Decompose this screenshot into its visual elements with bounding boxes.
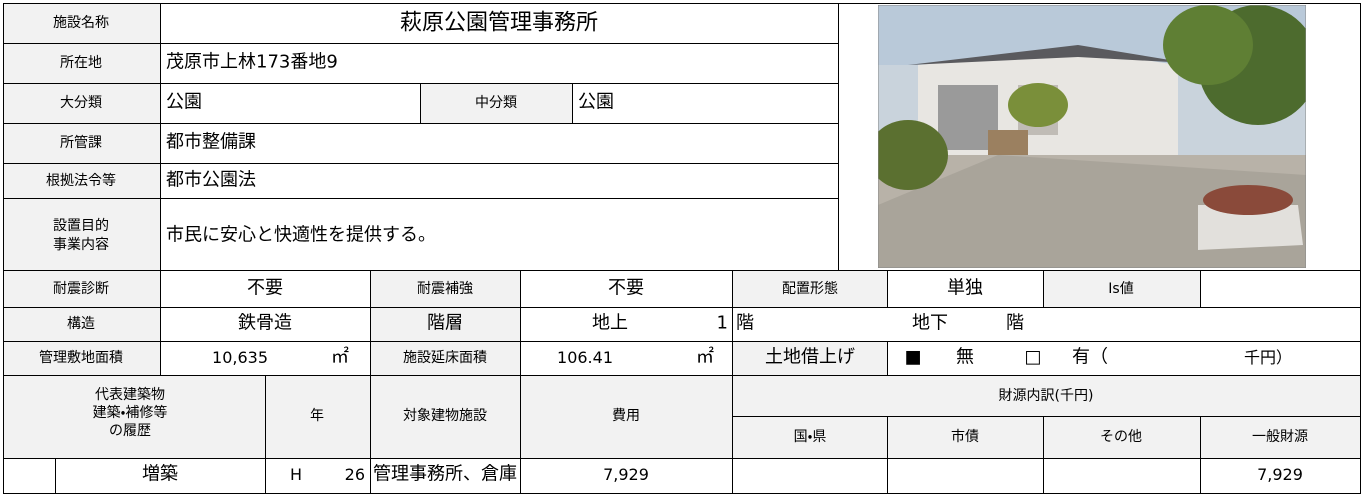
cell-text: 耐震診断 bbox=[53, 280, 109, 297]
cell-text: 構造 bbox=[67, 315, 95, 332]
cell-text: 鉄骨造 bbox=[238, 312, 292, 334]
cell bbox=[3, 3, 161, 44]
cell bbox=[55, 458, 266, 494]
cell-text: □ bbox=[1024, 346, 1042, 368]
cell-text: 財源内訳(千円) bbox=[998, 387, 1094, 404]
cell-text: 公園 bbox=[578, 91, 614, 113]
cell bbox=[1043, 458, 1201, 494]
cell-text: 1 bbox=[716, 312, 728, 334]
cell-text: 代表建築物 bbox=[95, 386, 165, 403]
cell-text: 対象建物施設 bbox=[403, 407, 487, 424]
cell bbox=[370, 270, 521, 308]
cell-text: 年 bbox=[310, 407, 324, 424]
facility-photo bbox=[878, 5, 1306, 268]
cell-text: 106.41 bbox=[557, 347, 613, 367]
cell-text: 配置形態 bbox=[782, 280, 838, 297]
cell-text: 千円） bbox=[1243, 347, 1293, 367]
cell-text: 7,929 bbox=[1257, 464, 1303, 484]
cell-text: の履歴 bbox=[109, 422, 151, 439]
cell-text: 中分類 bbox=[475, 94, 517, 111]
cell-text: 都市公園法 bbox=[166, 169, 256, 191]
cell-text: 有（ bbox=[1072, 346, 1108, 368]
cell bbox=[160, 3, 839, 44]
cell-text: 一般財源 bbox=[1252, 428, 1308, 445]
cell-text: 耐震補強 bbox=[417, 280, 473, 297]
cell-text: 管理敷地面積 bbox=[39, 349, 123, 366]
cell bbox=[732, 375, 1361, 417]
cell bbox=[370, 458, 521, 494]
cell-text: 都市整備課 bbox=[166, 131, 256, 153]
cell-text: 管理事務所、倉庫 bbox=[373, 463, 517, 485]
cell bbox=[265, 458, 371, 494]
cell-text: 増築 bbox=[142, 463, 178, 485]
cell bbox=[887, 270, 1044, 308]
cell-text: ■ bbox=[904, 346, 922, 368]
cell-text: 市民に安心と快適性を提供する。 bbox=[166, 224, 436, 246]
cell-text: 所在地 bbox=[60, 54, 102, 71]
cell-text: 不要 bbox=[608, 277, 644, 299]
cell bbox=[732, 341, 888, 376]
cell bbox=[160, 163, 839, 199]
cell bbox=[887, 341, 1361, 376]
cell bbox=[420, 83, 573, 124]
cell-text: その他 bbox=[1100, 428, 1142, 445]
cell bbox=[3, 270, 161, 308]
cell bbox=[160, 123, 839, 164]
cell-text: 萩原公園管理事務所 bbox=[399, 10, 599, 36]
cell bbox=[160, 83, 421, 124]
cell bbox=[572, 83, 839, 124]
cell-text: 大分類 bbox=[60, 94, 102, 111]
cell-text: 土地借上げ bbox=[765, 346, 855, 368]
cell-text: 階 bbox=[736, 312, 754, 334]
cell-text: 7,929 bbox=[603, 464, 649, 484]
cell-text: 設置目的 bbox=[53, 217, 109, 234]
cell-text: 施設延床面積 bbox=[403, 349, 487, 366]
cell-text: 階層 bbox=[427, 312, 463, 334]
cell bbox=[887, 458, 1044, 494]
cell-text: 無 bbox=[956, 346, 974, 368]
cell-text: 茂原市上林173番地9 bbox=[166, 51, 338, 73]
cell bbox=[887, 416, 1044, 459]
cell-text: 市債 bbox=[951, 428, 979, 445]
cell-text: 国・県 bbox=[793, 428, 827, 445]
cell-text: 不要 bbox=[247, 277, 283, 299]
cell-text: 地上 bbox=[592, 312, 628, 334]
cell-text: 26 bbox=[344, 464, 365, 484]
cell-text: 事業内容 bbox=[53, 236, 109, 253]
cell bbox=[520, 458, 733, 494]
cell bbox=[520, 341, 733, 376]
cell bbox=[160, 198, 839, 271]
cell-text: Is値 bbox=[1108, 280, 1134, 297]
cell bbox=[732, 458, 888, 494]
cell-text: 費用 bbox=[612, 407, 640, 424]
cell bbox=[3, 43, 161, 84]
cell bbox=[160, 341, 371, 376]
cell-text: 単独 bbox=[947, 277, 983, 299]
cell bbox=[3, 123, 161, 164]
cell-text: 施設名称 bbox=[53, 14, 109, 31]
cell bbox=[3, 198, 161, 271]
cell bbox=[1200, 416, 1361, 459]
cell bbox=[1200, 458, 1361, 494]
cell bbox=[3, 83, 161, 124]
cell-text: H bbox=[289, 464, 303, 484]
cell-text: 根拠法令等 bbox=[46, 172, 116, 189]
cell bbox=[3, 307, 161, 342]
cell bbox=[3, 458, 56, 494]
cell-text: 10,635 bbox=[212, 347, 268, 367]
cell-text: 階 bbox=[1006, 312, 1024, 334]
cell-text: 地下 bbox=[912, 312, 948, 334]
cell bbox=[732, 416, 888, 459]
cell bbox=[732, 307, 1361, 342]
cell-text: 所管課 bbox=[60, 134, 102, 151]
cell-text: 公園 bbox=[166, 91, 202, 113]
cell bbox=[732, 270, 888, 308]
cell-text: 建築・補修等 bbox=[92, 404, 168, 421]
cell-text: ㎡ bbox=[696, 346, 714, 368]
cell bbox=[1200, 270, 1361, 308]
cell-text: ㎡ bbox=[331, 346, 349, 368]
